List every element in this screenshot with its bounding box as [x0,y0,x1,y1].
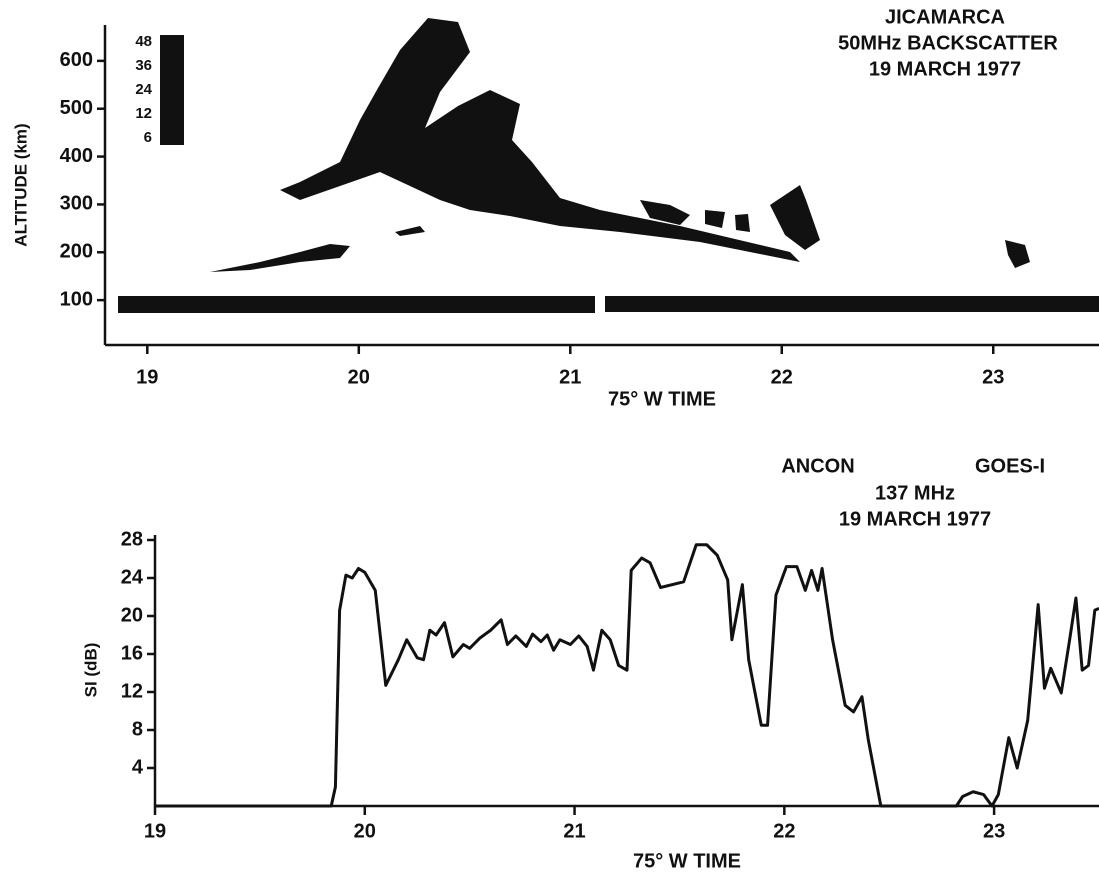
x-tick-label: 23 [982,366,1004,388]
echo-cloud [770,185,820,250]
echo-e-layer [605,296,1099,312]
legend-label: 12 [135,105,152,122]
y-tick-label: 8 [132,718,143,740]
x-tick-label: 23 [983,820,1005,842]
x-axis-label: 75° W TIME [633,850,741,872]
x-tick-label: 19 [136,366,158,388]
echo-streak [210,244,350,272]
echo-cloud [735,214,750,232]
chart-title: JICAMARCA [885,6,1005,28]
y-tick-label: 200 [60,241,93,263]
x-tick-label: 22 [773,820,795,842]
chart-title: 19 MARCH 1977 [869,58,1021,80]
y-axis-label: SI (dB) [81,643,100,698]
legend-label: 6 [144,129,152,146]
x-tick-label: 22 [771,366,793,388]
echo-cloud [640,200,690,225]
y-tick-label: 400 [60,145,93,167]
chart-title: 19 MARCH 1977 [839,508,991,530]
legend-scale [160,35,184,145]
legend-label: 48 [135,33,152,50]
legend-label: 24 [135,81,152,98]
x-tick-label: 20 [348,366,370,388]
chart-title: 50MHz BACKSCATTER [838,32,1058,54]
echo-plume [280,18,800,262]
echo-cloud [705,210,725,228]
legend-label: 36 [135,57,152,74]
y-tick-label: 20 [121,604,143,626]
y-tick-label: 500 [60,97,93,119]
y-tick-label: 16 [121,642,143,664]
backscatter-echoes [118,18,1099,313]
x-tick-label: 20 [354,820,376,842]
echo-cloud [1005,240,1030,268]
x-axis-label: 75° W TIME [608,388,716,410]
y-axis-label: ALTITUDE (km) [11,123,30,246]
si-line [155,543,1099,808]
y-tick-label: 28 [121,528,143,550]
chart-title: GOES-I [975,455,1045,477]
chart-title: ANCON [781,455,854,477]
chart-title: 137 MHz [875,482,955,504]
y-tick-label: 100 [60,288,93,310]
x-tick-label: 19 [144,820,166,842]
y-tick-label: 12 [121,680,143,702]
echo-e-layer [118,296,595,313]
echo-streak [395,226,425,236]
y-tick-label: 4 [132,756,144,778]
y-tick-label: 300 [60,193,93,215]
x-tick-label: 21 [563,820,585,842]
x-tick-label: 21 [559,366,581,388]
y-tick-label: 600 [60,49,93,71]
y-tick-label: 24 [121,566,144,588]
